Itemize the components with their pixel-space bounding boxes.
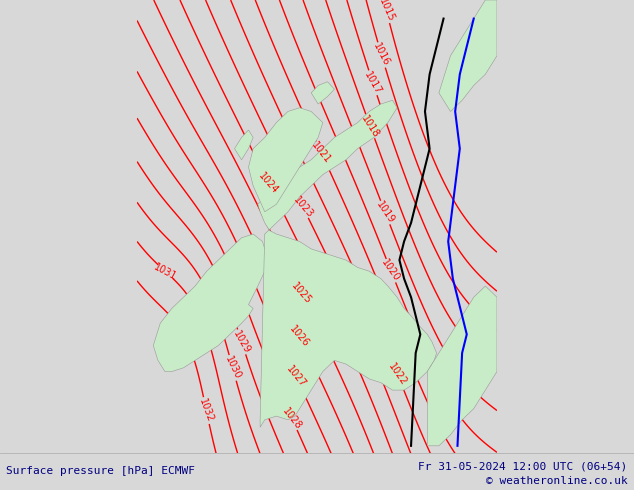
Polygon shape [153,234,267,371]
Text: 1021: 1021 [309,140,333,165]
Text: 1027: 1027 [284,364,307,390]
Text: Surface pressure [hPa] ECMWF: Surface pressure [hPa] ECMWF [6,466,195,476]
Text: 1025: 1025 [289,281,313,306]
Polygon shape [439,0,497,111]
Text: 1029: 1029 [231,329,252,355]
Text: 1031: 1031 [152,262,179,282]
Text: 1030: 1030 [223,355,242,381]
Text: 1015: 1015 [377,0,396,23]
Polygon shape [249,108,323,212]
Text: Fr 31-05-2024 12:00 UTC (06+54): Fr 31-05-2024 12:00 UTC (06+54) [418,462,628,471]
Text: 1018: 1018 [359,113,381,139]
Polygon shape [235,130,253,160]
Text: © weatheronline.co.uk: © weatheronline.co.uk [486,476,628,486]
Text: 1017: 1017 [363,70,384,96]
Polygon shape [311,82,334,104]
Text: 1020: 1020 [380,258,402,284]
Text: 1019: 1019 [374,199,396,225]
Text: 1026: 1026 [288,323,311,348]
Text: 1024: 1024 [257,171,281,196]
Text: 1016: 1016 [372,42,392,68]
Polygon shape [427,286,497,446]
Text: 1028: 1028 [280,406,304,432]
Text: 1023: 1023 [291,195,315,220]
Text: 1032: 1032 [197,397,216,424]
Polygon shape [258,100,437,427]
Text: 1022: 1022 [386,361,409,387]
